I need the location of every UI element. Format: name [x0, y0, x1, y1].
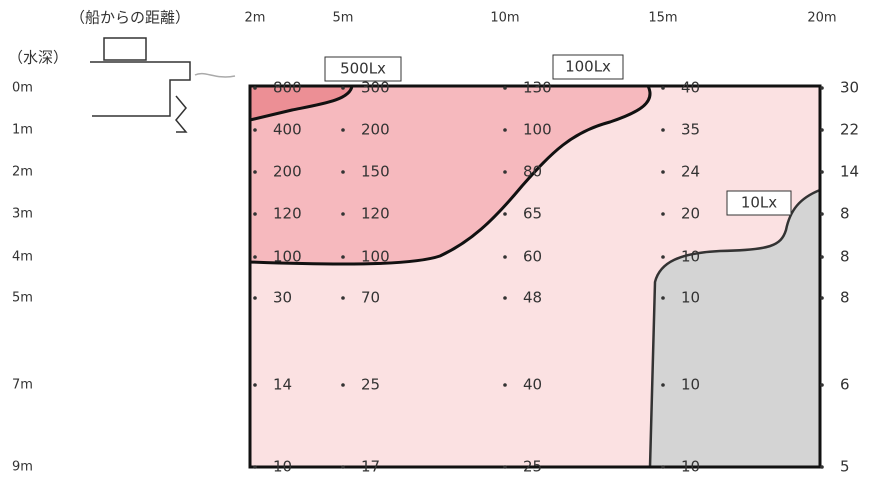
contour-label: 100Lx: [565, 58, 611, 76]
depth-tick: 0m: [12, 81, 33, 96]
illuminance-value: 14: [273, 376, 292, 394]
dot: [503, 128, 507, 132]
dot: [341, 86, 345, 90]
illuminance-value: 35: [681, 121, 700, 139]
dot: [661, 383, 665, 387]
depth-tick: 4m: [12, 250, 33, 265]
illuminance-value: 200: [273, 163, 302, 181]
dot: [341, 296, 345, 300]
illuminance-value: 24: [681, 163, 700, 181]
dot: [253, 212, 257, 216]
illuminance-value: 120: [361, 205, 390, 223]
dot: [253, 170, 257, 174]
depth-tick: 9m: [12, 460, 33, 475]
depth-tick: 3m: [12, 207, 33, 222]
dot: [820, 383, 824, 387]
depth-label: （水深）: [8, 49, 68, 67]
illuminance-value: 8: [840, 205, 850, 223]
dot: [820, 86, 824, 90]
dot: [503, 465, 507, 469]
dot: [503, 86, 507, 90]
illuminance-value: 10: [681, 289, 700, 307]
dot: [820, 296, 824, 300]
dot: [253, 383, 257, 387]
dot: [661, 128, 665, 132]
contour-label: 500Lx: [340, 60, 386, 78]
dot: [253, 465, 257, 469]
dot: [253, 128, 257, 132]
distance-tick: 10m: [490, 11, 519, 26]
illuminance-value: 40: [523, 376, 542, 394]
distance-tick: 2m: [245, 11, 266, 26]
illuminance-value: 10: [681, 376, 700, 394]
depth-tick: 5m: [12, 291, 33, 306]
illuminance-value: 10: [681, 248, 700, 266]
illuminance-value: 20: [681, 205, 700, 223]
dot: [253, 296, 257, 300]
illuminance-value: 100: [361, 248, 390, 266]
depth-tick: 1m: [12, 123, 33, 138]
illuminance-value: 130: [523, 79, 552, 97]
dot: [661, 296, 665, 300]
illuminance-value: 70: [361, 289, 380, 307]
depth-tick: 2m: [12, 165, 33, 180]
dot: [341, 255, 345, 259]
illuminance-value: 120: [273, 205, 302, 223]
distance-tick: 20m: [807, 11, 836, 26]
dot: [503, 212, 507, 216]
dot: [820, 128, 824, 132]
dot: [661, 465, 665, 469]
diagram: （船からの距離） （水深） 2m5m10m15m20m0m80030013040…: [0, 0, 879, 482]
dot: [341, 212, 345, 216]
illuminance-value: 30: [273, 289, 292, 307]
distance-tick: 5m: [333, 11, 354, 26]
illuminance-value: 25: [523, 458, 542, 476]
illuminance-value: 65: [523, 205, 542, 223]
dot: [253, 255, 257, 259]
illuminance-value: 400: [273, 121, 302, 139]
dot: [341, 128, 345, 132]
illuminance-value: 8: [840, 289, 850, 307]
dot: [341, 383, 345, 387]
illuminance-value: 10: [273, 458, 292, 476]
illuminance-value: 800: [273, 79, 302, 97]
contour-label: 10Lx: [741, 194, 777, 212]
illuminance-value: 14: [840, 163, 859, 181]
illuminance-value: 40: [681, 79, 700, 97]
dot: [503, 170, 507, 174]
dot: [253, 86, 257, 90]
distance-label: （船からの距離）: [70, 9, 190, 27]
dot: [820, 255, 824, 259]
distance-tick: 15m: [648, 11, 677, 26]
illuminance-value: 6: [840, 376, 850, 394]
dot: [820, 170, 824, 174]
depth-tick: 7m: [12, 378, 33, 393]
illuminance-value: 48: [523, 289, 542, 307]
dot: [341, 170, 345, 174]
dot: [503, 255, 507, 259]
dot: [503, 383, 507, 387]
boat: [90, 38, 235, 132]
dot: [661, 255, 665, 259]
illuminance-value: 150: [361, 163, 390, 181]
dot: [503, 296, 507, 300]
illuminance-value: 30: [840, 79, 859, 97]
illuminance-value: 100: [273, 248, 302, 266]
dot: [661, 86, 665, 90]
illuminance-value: 200: [361, 121, 390, 139]
dot: [820, 465, 824, 469]
dot: [820, 212, 824, 216]
illuminance-value: 25: [361, 376, 380, 394]
illuminance-value: 8: [840, 248, 850, 266]
dot: [661, 170, 665, 174]
illuminance-value: 100: [523, 121, 552, 139]
illuminance-value: 17: [361, 458, 380, 476]
illuminance-value: 22: [840, 121, 859, 139]
dot: [661, 212, 665, 216]
dot: [341, 465, 345, 469]
illuminance-value: 80: [523, 163, 542, 181]
illuminance-value: 10: [681, 458, 700, 476]
illuminance-value: 5: [840, 458, 850, 476]
illuminance-value: 60: [523, 248, 542, 266]
